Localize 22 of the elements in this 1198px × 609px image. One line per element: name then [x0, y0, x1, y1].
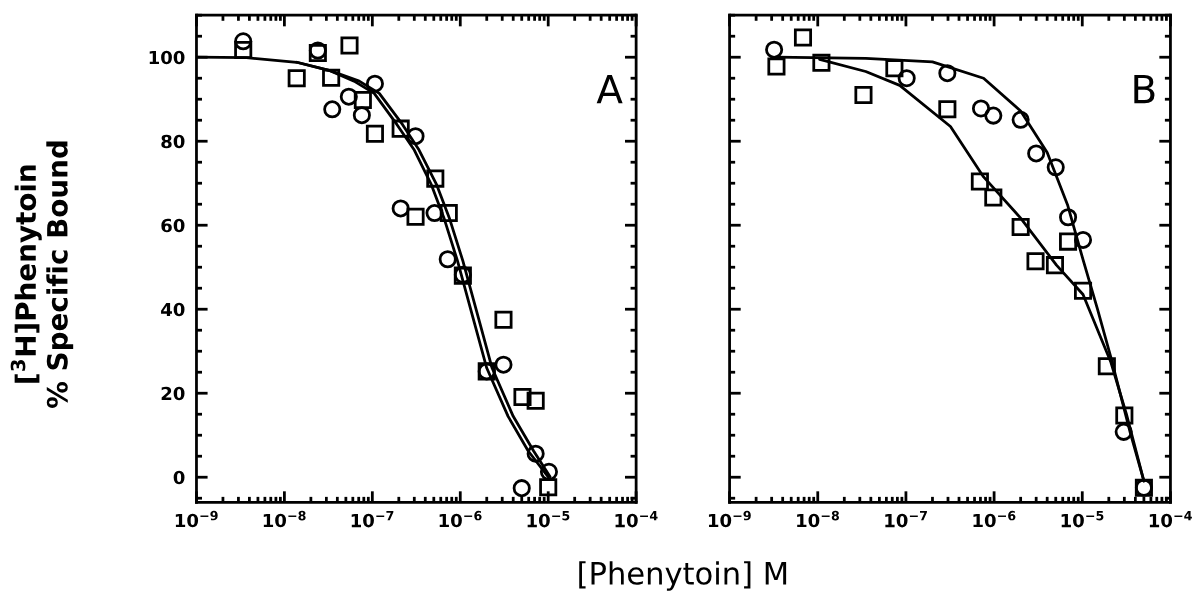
y-axis-title: [$^{3}$H]Phenytoin % Specific Bound	[10, 141, 74, 408]
x-tick-label: 10$^{−4}$	[1149, 511, 1192, 528]
y-tick-label: 0	[173, 470, 185, 485]
y-tick-label: 40	[161, 302, 185, 317]
x-tick-label: 10$^{−8}$	[797, 510, 839, 528]
x-tick-label: 10$^{−5}$	[1061, 511, 1104, 528]
x-tick-label: 10$^{−9}$	[708, 510, 751, 528]
annotation: A	[596, 74, 623, 104]
annotation: B	[1134, 74, 1155, 104]
x-tick-label: 10$^{−6}$	[973, 510, 1016, 528]
x-tick-label: 10$^{−6}$	[439, 510, 482, 528]
x-tick-label: 10$^{−4}$	[615, 511, 658, 528]
x-tick-label: 10$^{−8}$	[263, 510, 306, 528]
x-tick-label: 10$^{−5}$	[527, 511, 570, 528]
x-tick-label: 10$^{−9}$	[175, 510, 218, 528]
y-tick-label: 20	[161, 386, 185, 401]
y-tick-label: 60	[161, 218, 185, 233]
x-axis-title: [Phenytoin] M	[579, 561, 787, 591]
x-tick-label: 10$^{−7}$	[885, 511, 927, 528]
y-tick-label: 80	[161, 134, 185, 149]
x-tick-label: 10$^{−7}$	[351, 511, 394, 528]
y-tick-label: 100	[149, 50, 185, 65]
